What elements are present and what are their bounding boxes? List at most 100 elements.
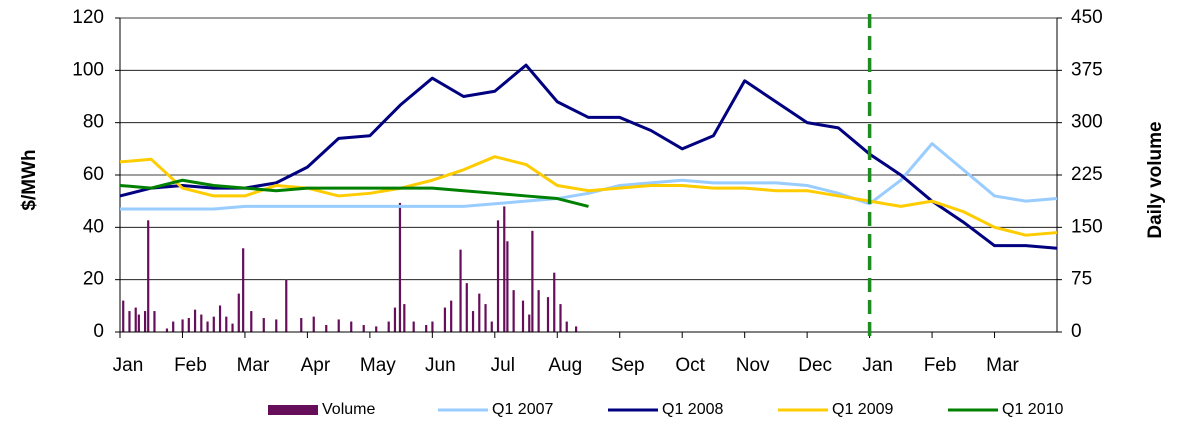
- line-series: [119, 155, 1058, 237]
- volume-bar: [531, 230, 534, 332]
- x-tick-label: Oct: [675, 355, 705, 376]
- volume-bar: [137, 314, 140, 332]
- volume-bar: [506, 241, 509, 332]
- volume-bar: [337, 319, 340, 332]
- x-tick-label: Apr: [301, 355, 331, 376]
- y2-tick-label: 450: [1071, 7, 1103, 28]
- volume-bar: [387, 321, 390, 332]
- x-tick-label: Feb: [924, 355, 957, 376]
- volume-bar: [398, 202, 402, 332]
- legend-label: Q1 2007: [492, 401, 553, 418]
- volume-bar: [496, 220, 500, 332]
- y-tick-label: 120: [72, 7, 104, 28]
- x-tick-label: Dec: [798, 355, 832, 376]
- volume-bar: [443, 307, 447, 332]
- volume-bar: [181, 319, 184, 332]
- volume-bar: [187, 318, 190, 332]
- volume-bar: [262, 318, 265, 332]
- volume-bar: [122, 300, 125, 332]
- volume-bar: [231, 323, 234, 332]
- volume-bar: [250, 311, 253, 332]
- volume-bar: [559, 304, 562, 332]
- y2-tick-label: 0: [1071, 321, 1082, 342]
- x-tick-label: Nov: [736, 355, 770, 376]
- x-tick-label: Aug: [548, 355, 582, 376]
- volume-bar: [128, 311, 131, 332]
- volume-bar: [134, 307, 137, 332]
- volume-bar: [431, 321, 434, 332]
- volume-bar: [537, 290, 540, 332]
- volume-bar: [200, 314, 203, 332]
- volume-bar: [312, 316, 315, 332]
- volume-bar: [412, 321, 415, 332]
- y2-tick-label: 375: [1071, 59, 1103, 80]
- volume-bar: [465, 283, 468, 332]
- volume-bar: [478, 293, 481, 332]
- volume-bar: [275, 319, 278, 332]
- x-tick-label: Jun: [425, 355, 456, 376]
- volume-bar: [237, 293, 240, 332]
- volume-bar: [325, 325, 328, 332]
- volume-bar: [528, 314, 531, 332]
- y-tick-label: 20: [83, 269, 104, 290]
- x-tick-label: Mar: [986, 355, 1019, 376]
- volume-bar: [165, 328, 169, 332]
- volume-bar: [147, 220, 150, 332]
- y2-tick-label: 150: [1071, 216, 1103, 237]
- volume-bar: [375, 326, 378, 332]
- volume-bar: [403, 304, 406, 332]
- y-tick-label: 40: [83, 216, 104, 237]
- y-tick-label: 100: [72, 59, 104, 80]
- y2-tick-label: 300: [1071, 112, 1103, 133]
- volume-bar: [459, 249, 462, 332]
- legend-label: Q1 2009: [832, 401, 893, 418]
- volume-bar: [553, 272, 556, 332]
- legend-label: Q1 2010: [1002, 401, 1063, 418]
- y2-tick-label: 225: [1071, 164, 1103, 185]
- volume-bar: [425, 325, 428, 332]
- volume-bar: [503, 206, 506, 332]
- x-tick-label: Sep: [611, 355, 645, 376]
- volume-bar: [242, 248, 245, 332]
- volume-bar: [172, 321, 175, 332]
- x-tick-label: May: [360, 355, 396, 376]
- y-tick-label: 0: [93, 321, 104, 342]
- volume-bar: [471, 311, 475, 332]
- y2-tick-label: 75: [1071, 269, 1092, 290]
- volume-bar: [218, 305, 222, 332]
- line-series: [119, 63, 1058, 250]
- legend-label: Volume: [322, 401, 375, 418]
- volume-bar: [521, 300, 525, 332]
- volume-bar: [565, 321, 568, 332]
- legend-label: Q1 2008: [662, 401, 723, 418]
- volume-bar: [212, 316, 215, 332]
- volume-bar: [225, 316, 228, 332]
- volume-bar: [546, 297, 550, 332]
- volume-bar: [350, 321, 353, 332]
- volume-bar: [300, 318, 303, 332]
- y2-axis-title: Daily volume: [1145, 121, 1166, 238]
- x-tick-label: Mar: [237, 355, 270, 376]
- volume-bar: [206, 321, 209, 332]
- line-series: [120, 142, 1058, 211]
- volume-bar: [575, 326, 578, 332]
- volume-bar: [393, 307, 397, 332]
- volume-bar: [143, 311, 147, 332]
- volume-bar: [193, 309, 197, 332]
- y-axis-title: $/MWh: [19, 149, 40, 210]
- volume-bar: [490, 321, 493, 332]
- volume-bar: [484, 304, 487, 332]
- x-tick-label: Jan: [113, 355, 144, 376]
- x-tick-label: Jan: [862, 355, 893, 376]
- y-tick-label: 60: [83, 164, 104, 185]
- line-series: [119, 178, 589, 208]
- volume-bar: [450, 300, 453, 332]
- y-tick-label: 80: [83, 112, 104, 133]
- x-tick-label: Jul: [491, 355, 515, 376]
- volume-bar: [153, 311, 156, 332]
- x-tick-label: Feb: [174, 355, 207, 376]
- volume-bar: [512, 290, 515, 332]
- volume-bar: [285, 279, 288, 332]
- legend-swatch: [268, 405, 318, 415]
